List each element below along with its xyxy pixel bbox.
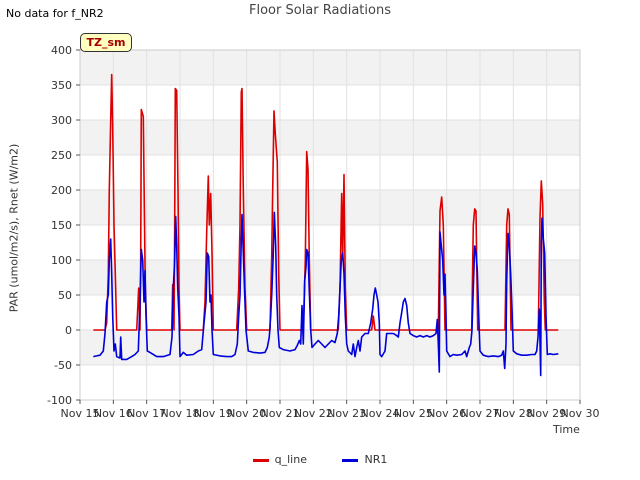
x-tick-label-22: Nov 22 — [294, 407, 333, 420]
x-tick-label-25: Nov 25 — [394, 407, 433, 420]
y-tick-label-400: 400 — [51, 44, 72, 57]
y-tick-label-0: 0 — [65, 324, 72, 337]
series-group — [93, 73, 559, 377]
x-tick-label-15: Nov 15 — [61, 407, 100, 420]
y-tick-label-150: 150 — [51, 219, 72, 232]
band-7 — [80, 120, 580, 155]
band-9 — [80, 50, 580, 85]
tz-badge: TZ_sm — [80, 33, 132, 52]
y-tick-label-250: 250 — [51, 149, 72, 162]
legend-swatch-q-line — [252, 458, 269, 462]
band-3 — [80, 260, 580, 295]
y-tick-label-350: 350 — [51, 79, 72, 92]
x-tick-label-16: Nov 16 — [94, 407, 133, 420]
x-tick-label-19: Nov 19 — [194, 407, 233, 420]
series-line-q-line — [93, 73, 559, 331]
band-5 — [80, 190, 580, 225]
legend-item-nr1: NR1 — [342, 453, 387, 466]
y-tick-label--50: -50 — [54, 359, 72, 372]
y-tick-label-50: 50 — [58, 289, 72, 302]
x-tick-label-26: Nov 26 — [427, 407, 466, 420]
y-tick-label--100: -100 — [47, 394, 72, 407]
x-tick-label-29: Nov 29 — [527, 407, 566, 420]
legend-label-nr1: NR1 — [364, 453, 388, 466]
series-line-nr1 — [93, 211, 559, 377]
no-data-note: No data for f_NR2 — [6, 7, 104, 20]
x-tick-label-24: Nov 24 — [361, 407, 400, 420]
band-1 — [80, 330, 580, 365]
y-tick-label-100: 100 — [51, 254, 72, 267]
x-tick-label-20: Nov 20 — [227, 407, 266, 420]
y-tick-label-300: 300 — [51, 114, 72, 127]
x-tick-label-27: Nov 27 — [461, 407, 500, 420]
legend-swatch-nr1 — [342, 458, 359, 462]
x-tick-label-18: Nov 18 — [161, 407, 200, 420]
legend-label-q-line: q_line — [274, 453, 307, 466]
legend: q_line NR1 — [0, 453, 640, 466]
x-tick-label-17: Nov 17 — [127, 407, 166, 420]
y-tick-label-200: 200 — [51, 184, 72, 197]
x-tick-label-21: Nov 21 — [261, 407, 300, 420]
x-tick-label-23: Nov 23 — [327, 407, 366, 420]
x-tick-label-28: Nov 28 — [494, 407, 533, 420]
chart-title: Floor Solar Radiations — [249, 3, 391, 18]
x-axis-label: Time — [553, 423, 580, 436]
x-tick-label-30: Nov 30 — [561, 407, 600, 420]
legend-item-q-line: q_line — [252, 453, 307, 466]
